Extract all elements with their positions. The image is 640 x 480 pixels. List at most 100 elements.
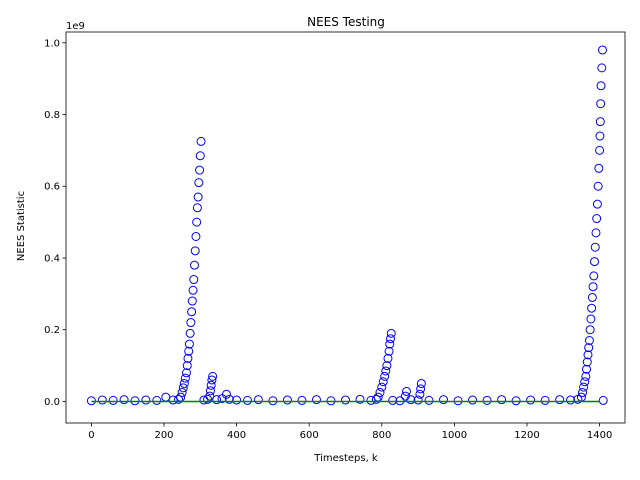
data-point [584, 343, 594, 353]
data-point [378, 377, 388, 387]
x-tick-label: 400 [227, 430, 246, 441]
data-point [381, 366, 391, 376]
points-layer [86, 45, 608, 406]
x-tick-label: 1200 [514, 430, 539, 441]
plot-frame [65, 31, 626, 424]
data-point [97, 395, 107, 405]
data-point [184, 346, 194, 356]
y-tick-label: 1.0 [44, 38, 60, 49]
data-point [588, 282, 598, 292]
data-point [424, 395, 434, 405]
data-point [578, 388, 588, 398]
data-point [597, 45, 607, 55]
data-point [297, 395, 307, 405]
data-point [179, 379, 189, 389]
data-point [590, 257, 600, 267]
data-point [174, 394, 184, 404]
y-tick-label: 0.8 [44, 110, 60, 121]
data-point [598, 395, 608, 405]
x-tick-label: 1000 [442, 430, 467, 441]
data-point [383, 353, 393, 363]
data-point [416, 384, 426, 394]
data-point [187, 296, 197, 306]
data-point [212, 395, 222, 405]
data-point [482, 395, 492, 405]
data-point [540, 395, 550, 405]
data-point [585, 325, 595, 335]
data-point [182, 361, 192, 371]
data-point [579, 382, 589, 392]
data-point [188, 285, 198, 295]
data-point [371, 394, 381, 404]
data-point [221, 389, 231, 399]
data-point [583, 350, 593, 360]
y-tick-label: 0.6 [44, 182, 60, 193]
data-point [596, 81, 606, 91]
data-point [593, 181, 603, 191]
y-tick-label: 0.2 [44, 325, 60, 336]
x-tick-label: 200 [154, 430, 173, 441]
y-axis-ticks: 0.0 0.2 0.4 0.6 0.8 1.0 [44, 38, 66, 408]
data-point [566, 395, 576, 405]
data-point [224, 394, 234, 404]
y-offset-label: 1e9 [66, 21, 85, 32]
data-point [193, 192, 203, 202]
data-point [207, 375, 217, 385]
x-tick-label: 800 [372, 430, 391, 441]
data-point [375, 388, 385, 398]
x-tick-label: 1400 [587, 430, 612, 441]
data-point [187, 307, 197, 317]
data-point [382, 361, 392, 371]
data-point [205, 386, 215, 396]
data-point [119, 395, 129, 405]
data-point [177, 388, 187, 398]
x-axis-ticks: 0 200 400 600 800 1000 1200 1400 [88, 423, 612, 441]
data-point [184, 339, 194, 349]
data-point [206, 380, 216, 390]
data-point [192, 217, 202, 227]
data-point [582, 357, 592, 367]
data-point [253, 395, 263, 405]
data-point [497, 395, 507, 405]
data-point [182, 368, 192, 378]
data-point [152, 395, 162, 405]
data-point [595, 145, 605, 155]
data-point [205, 391, 215, 401]
data-point [401, 386, 411, 396]
data-point [191, 231, 201, 241]
data-point [282, 395, 292, 405]
data-point [388, 395, 398, 405]
x-tick-label: 600 [300, 430, 319, 441]
data-point [439, 395, 449, 405]
data-point [581, 371, 591, 381]
data-point [406, 395, 416, 405]
data-point [194, 178, 204, 188]
data-point [168, 395, 178, 405]
data-point [526, 395, 536, 405]
data-point [386, 328, 396, 338]
data-point [587, 292, 597, 302]
data-point [416, 379, 426, 389]
data-point [582, 364, 592, 374]
data-point [195, 165, 205, 175]
data-point [196, 136, 206, 146]
y-tick-label: 0.4 [44, 253, 60, 264]
data-point [555, 395, 565, 405]
data-point [341, 395, 350, 405]
data-point [384, 346, 394, 356]
data-point [591, 228, 601, 238]
data-point [596, 99, 606, 109]
data-point [208, 371, 218, 381]
data-point [195, 151, 205, 161]
data-point [590, 242, 600, 252]
data-point [587, 303, 597, 313]
data-point [385, 339, 395, 349]
data-point [355, 394, 365, 404]
x-tick-label: 0 [88, 430, 94, 441]
data-point [180, 373, 190, 383]
data-point [189, 275, 199, 285]
data-point [380, 371, 390, 381]
data-point [595, 117, 605, 127]
